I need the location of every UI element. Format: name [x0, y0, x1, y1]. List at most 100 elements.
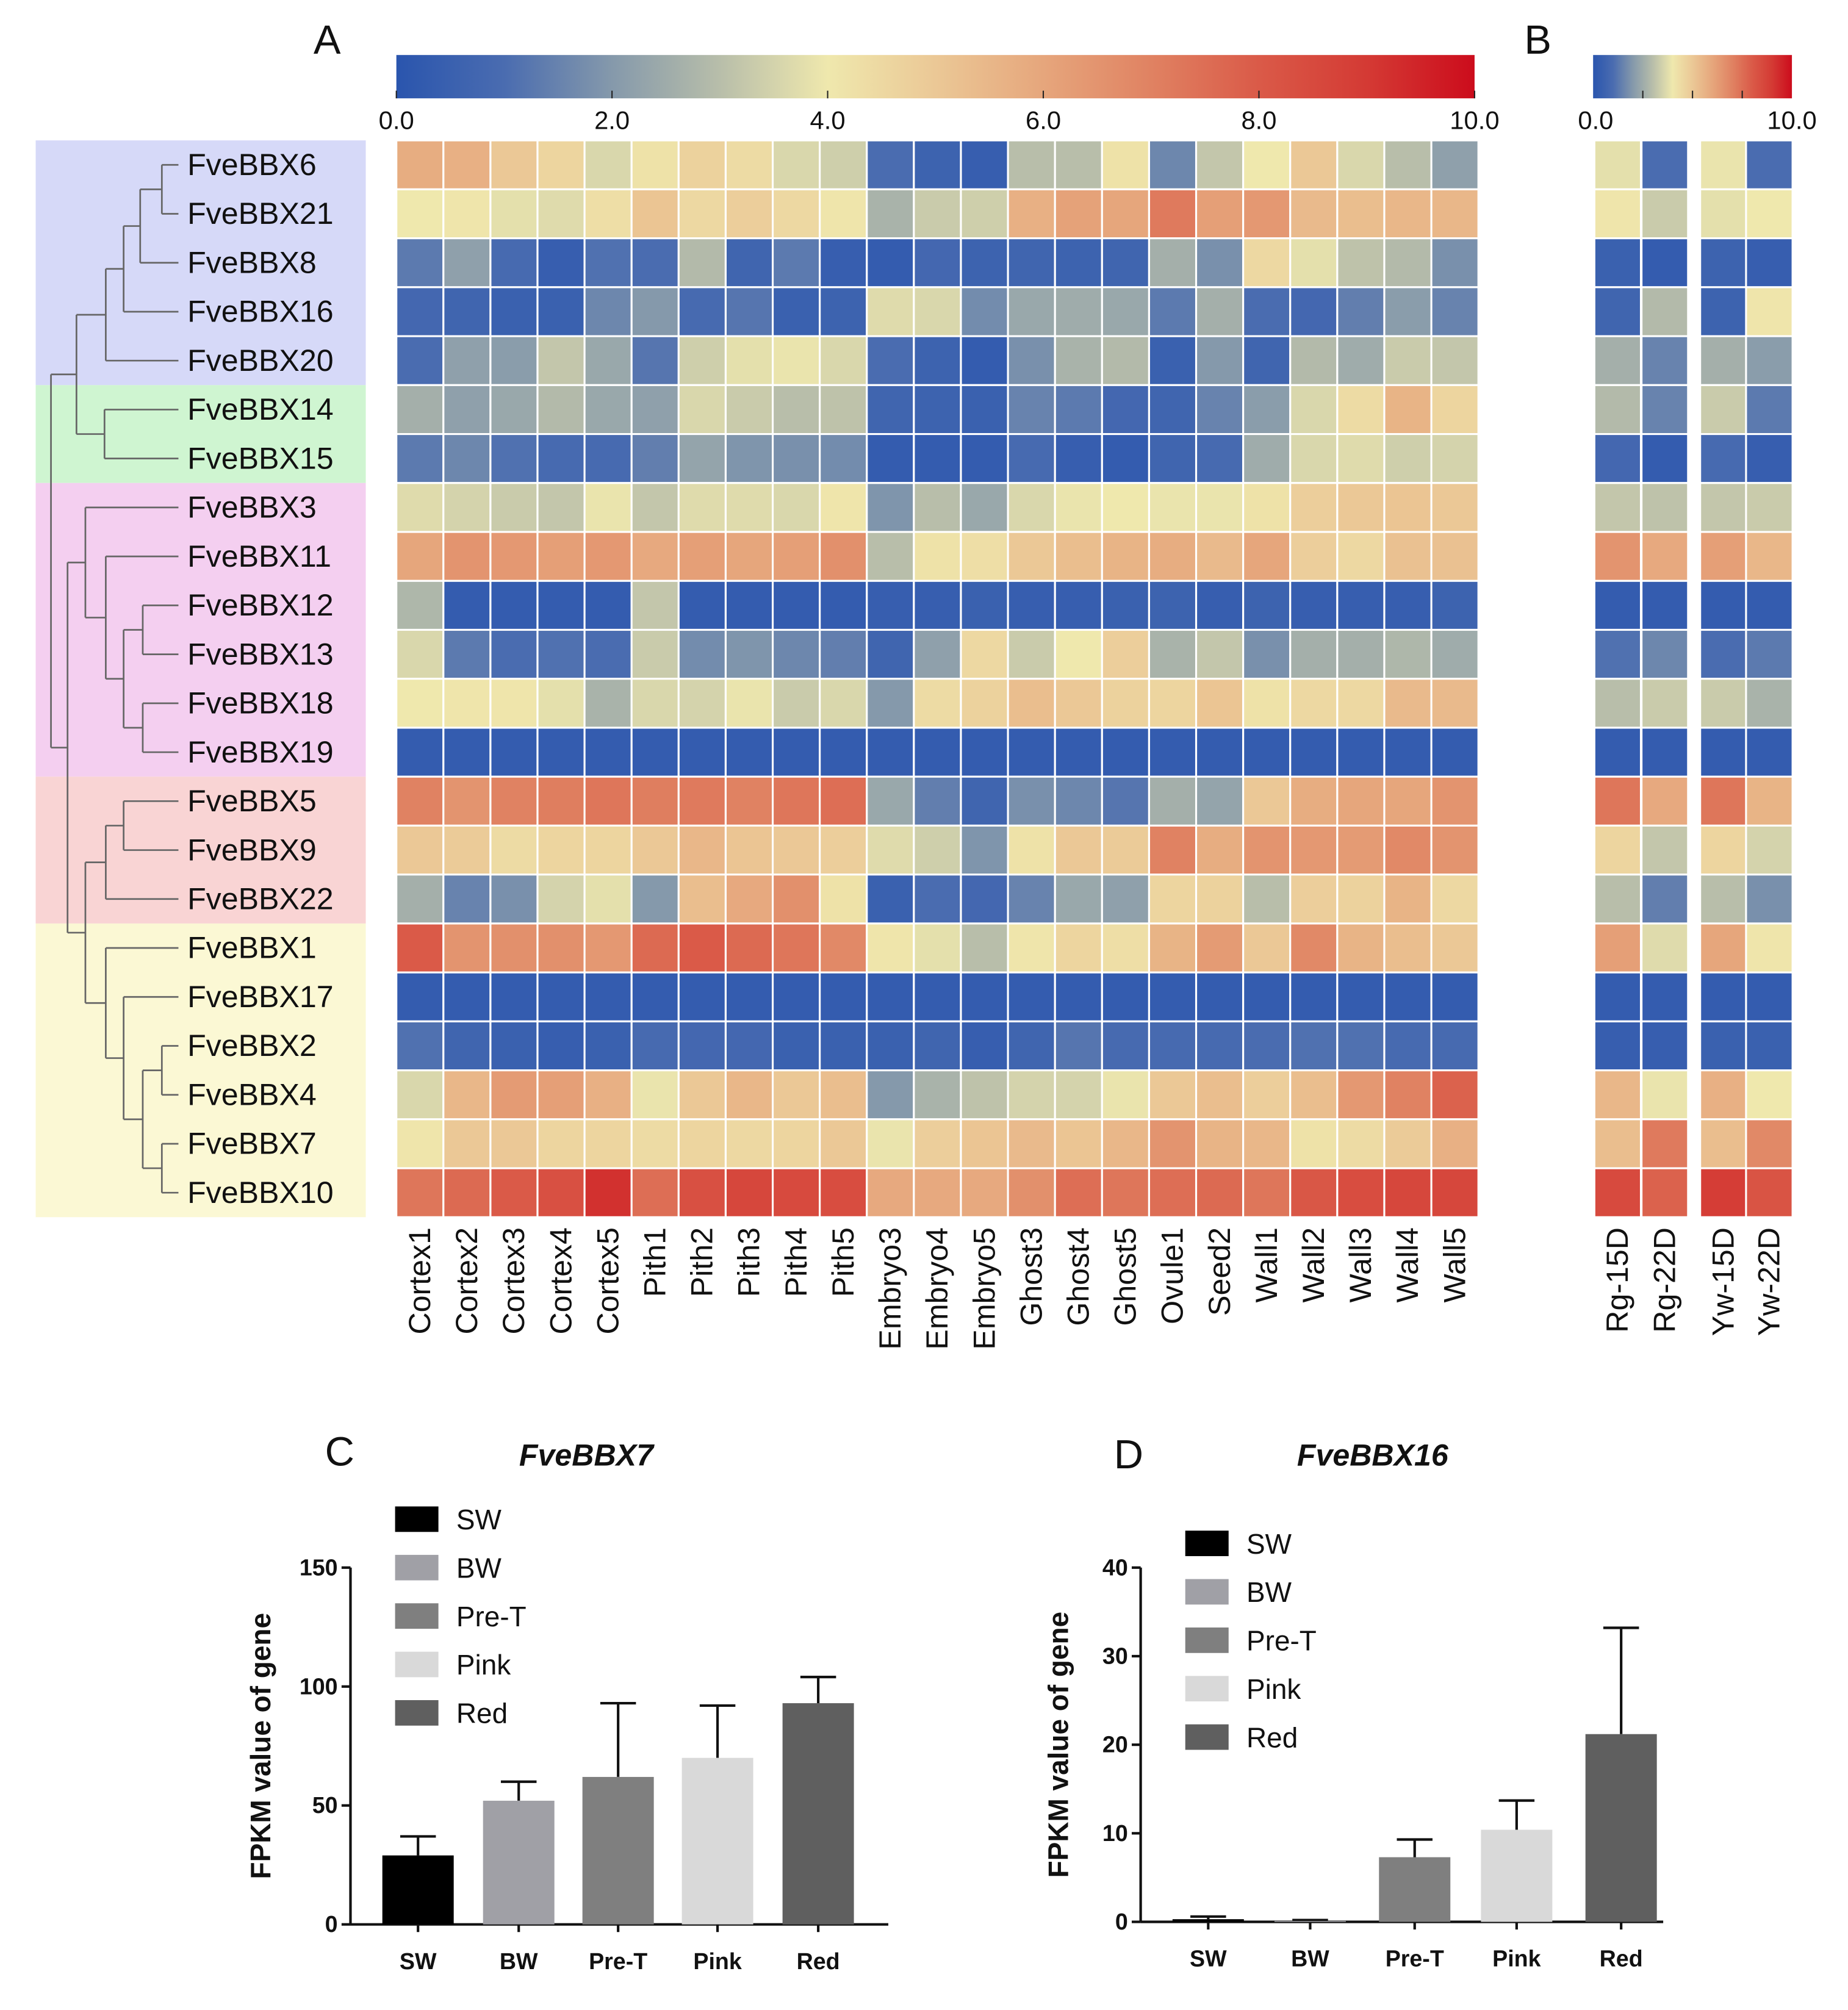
- heatmap-cell: [1101, 335, 1150, 386]
- heatmap-cell: [1054, 971, 1103, 1022]
- heatmap-cell: [866, 824, 915, 876]
- gene-label: FveBBX20: [187, 343, 334, 378]
- heatmap-cell: [913, 531, 962, 582]
- heatmap-cell: [395, 824, 445, 876]
- heatmap-cell: [442, 384, 492, 436]
- heatmap-cell: [1148, 971, 1198, 1022]
- heatmap-cell: [819, 775, 868, 827]
- heatmap-cell: [913, 1020, 962, 1072]
- gene-label: FveBBX8: [187, 245, 317, 279]
- heatmap-cell: [1383, 1167, 1433, 1218]
- heatmap-cell: [677, 824, 727, 876]
- heatmap-cell: [1054, 1069, 1103, 1121]
- heatmap-cell: [536, 188, 586, 240]
- heatmap-cell: [1430, 628, 1479, 680]
- heatmap-cell: [1593, 628, 1642, 680]
- heatmap-cell: [1745, 482, 1794, 533]
- heatmap-cell: [819, 1020, 868, 1072]
- legend-swatch: [395, 1554, 439, 1581]
- heatmap-cell: [1593, 286, 1642, 337]
- heatmap-cell: [536, 775, 586, 827]
- x-tick-label: BW: [1291, 1946, 1329, 1972]
- heatmap-cell: [1641, 188, 1689, 240]
- heatmap-cell: [913, 727, 962, 778]
- bar: [782, 1703, 854, 1925]
- heatmap-cell: [1336, 922, 1386, 974]
- heatmap-cell: [489, 922, 539, 974]
- heatmap-cell: [1593, 335, 1642, 386]
- heatmap-cell: [536, 922, 586, 974]
- panel-label-a: A: [314, 17, 341, 63]
- heatmap-cell: [960, 1069, 1009, 1121]
- heatmap-cell: [1383, 824, 1433, 876]
- heatmap-cell: [1054, 775, 1103, 827]
- heatmap-cell: [1054, 1167, 1103, 1218]
- heatmap-cell: [1336, 139, 1386, 190]
- heatmap-cell: [960, 628, 1009, 680]
- heatmap-cell: [1101, 580, 1150, 631]
- heatmap-cell: [1430, 335, 1479, 386]
- heatmap-cell: [583, 824, 633, 876]
- heatmap-cell: [819, 1118, 868, 1169]
- heatmap-cell: [1007, 727, 1056, 778]
- heatmap-cell: [1242, 874, 1292, 925]
- heatmap-cell: [1289, 628, 1339, 680]
- heatmap-cell: [819, 628, 868, 680]
- heatmap-cell: [583, 874, 633, 925]
- heatmap-cell: [724, 874, 774, 925]
- heatmap-cell: [1430, 1167, 1479, 1218]
- tissue-label: Seed2: [1203, 1227, 1237, 1316]
- heatmap-cell: [489, 1167, 539, 1218]
- heatmap-cell: [724, 384, 774, 436]
- heatmap-cell: [1007, 384, 1056, 436]
- heatmap-cell: [1289, 678, 1339, 729]
- heatmap-cell: [1007, 482, 1056, 533]
- heatmap-cell: [1195, 384, 1245, 436]
- heatmap-cell: [913, 139, 962, 190]
- heatmap-cell: [913, 188, 962, 240]
- heatmap-cell: [583, 922, 633, 974]
- heatmap-cell: [1430, 727, 1479, 778]
- heatmap-cell: [866, 971, 915, 1022]
- heatmap-cell: [1745, 824, 1794, 876]
- legend-label: Pre-T: [1246, 1625, 1317, 1657]
- heatmap-cell: [677, 1069, 727, 1121]
- legend-swatch: [1185, 1724, 1229, 1750]
- heatmap-cell: [489, 1118, 539, 1169]
- heatmap-cell: [442, 678, 492, 729]
- heatmap-cell: [1699, 1118, 1748, 1169]
- heatmap-cell: [1745, 286, 1794, 337]
- heatmap-cell: [960, 824, 1009, 876]
- heatmap-cell: [1148, 1118, 1198, 1169]
- heatmap-cell: [1430, 1118, 1479, 1169]
- heatmap-cell: [536, 433, 586, 484]
- heatmap-cell: [819, 580, 868, 631]
- heatmap-cell: [1641, 1167, 1689, 1218]
- heatmap-cell: [489, 874, 539, 925]
- heatmap-cell: [630, 1069, 680, 1121]
- heatmap-cell: [1007, 580, 1056, 631]
- heatmap-cell: [1148, 335, 1198, 386]
- colorbar-tick-label: 10.0: [1450, 106, 1499, 134]
- heatmap-cell: [442, 531, 492, 582]
- gene-label: FveBBX19: [187, 735, 334, 769]
- heatmap-cell: [1593, 188, 1642, 240]
- heatmap-cell: [771, 1167, 821, 1218]
- heatmap-cell: [536, 384, 586, 436]
- tissue-label: Pith5: [826, 1227, 860, 1297]
- heatmap-cell: [1242, 628, 1292, 680]
- tissue-label: Cortex2: [450, 1227, 484, 1335]
- heatmap-cell: [1289, 433, 1339, 484]
- heatmap-cell: [583, 433, 633, 484]
- heatmap-cell: [1054, 628, 1103, 680]
- heatmap-cell: [1699, 482, 1748, 533]
- heatmap-cell: [724, 1118, 774, 1169]
- heatmap-cell: [960, 874, 1009, 925]
- gene-label: FveBBX12: [187, 588, 334, 622]
- heatmap-cell: [1336, 1167, 1386, 1218]
- heatmap-cell: [1148, 531, 1198, 582]
- heatmap-cell: [1007, 1167, 1056, 1218]
- heatmap-cell: [1007, 237, 1056, 289]
- heatmap-cell: [819, 727, 868, 778]
- x-tick-label: Pink: [693, 1948, 741, 1974]
